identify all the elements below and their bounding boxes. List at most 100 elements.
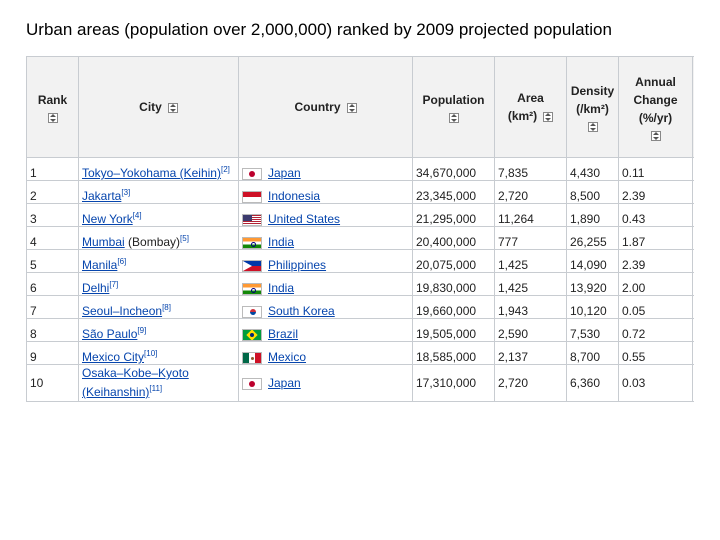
extra-cell <box>692 180 694 204</box>
country-cell: Mexico <box>238 341 413 365</box>
city-link[interactable]: Delhi <box>82 281 110 295</box>
country-link[interactable]: India <box>268 281 295 295</box>
city-link[interactable]: Manila <box>82 258 118 272</box>
city-link[interactable]: Seoul–Incheon <box>82 304 163 318</box>
city-link[interactable]: Mumbai <box>82 235 125 249</box>
density-cell: 4,430 <box>566 157 619 181</box>
country-cell: Japan <box>238 157 413 181</box>
country-link[interactable]: United States <box>268 212 341 226</box>
header-annual-change[interactable]: Annual Change (%/yr) <box>618 56 693 158</box>
rank-cell: 1 <box>26 157 79 181</box>
header-area[interactable]: Area (km²) <box>494 56 567 158</box>
area-value: 1,425 <box>498 281 529 295</box>
country-cell: United States <box>238 203 413 227</box>
header-area-unit: (km²) <box>507 109 538 123</box>
sort-icon[interactable] <box>167 102 178 113</box>
city-link[interactable]: New York <box>82 212 133 226</box>
header-rank[interactable]: Rank <box>26 56 79 158</box>
area-value: 11,264 <box>498 212 534 226</box>
city-cell: Tokyo–Yokohama (Keihin)[2] <box>78 157 239 181</box>
change-value: 0.11 <box>622 166 645 180</box>
city-reference[interactable]: [6] <box>117 257 127 266</box>
extra-cell <box>692 295 694 319</box>
table-row: 3 New York[4] United States 21,295,000 1… <box>26 203 694 227</box>
area-cell: 11,264 <box>494 203 567 227</box>
header-population[interactable]: Population <box>412 56 495 158</box>
city-reference[interactable]: [10] <box>144 349 158 358</box>
area-cell: 2,720 <box>494 364 567 402</box>
india-flag-icon <box>242 282 262 295</box>
header-density[interactable]: Density (/km²) <box>566 56 619 158</box>
city-reference[interactable]: [3] <box>121 188 131 197</box>
density-cell: 7,530 <box>566 318 619 342</box>
change-value: 0.72 <box>622 327 646 341</box>
country-link[interactable]: India <box>268 235 295 249</box>
density-cell: 6,360 <box>566 364 619 402</box>
change-value: 1.87 <box>622 235 646 249</box>
city-reference[interactable]: [5] <box>180 234 189 243</box>
country-link[interactable]: South Korea <box>268 304 335 318</box>
header-country[interactable]: Country <box>238 56 413 158</box>
change-cell: 0.03 <box>618 364 693 402</box>
sort-icon[interactable] <box>448 113 459 123</box>
table-row: 2 Jakarta[3] Indonesia 23,345,000 2,720 … <box>26 180 694 204</box>
rank-cell: 2 <box>26 180 79 204</box>
population-value: 19,830,000 <box>416 281 477 295</box>
sort-icon[interactable] <box>346 102 357 113</box>
rank-cell: 3 <box>26 203 79 227</box>
table-row: 4 Mumbai (Bombay)[5] India 20,400,000 77… <box>26 226 694 250</box>
extra-cell <box>692 157 694 181</box>
south-korea-flag-icon <box>242 305 262 318</box>
country-link[interactable]: Japan <box>268 166 301 180</box>
change-value: 0.05 <box>622 304 646 318</box>
population-value: 21,295,000 <box>416 212 477 226</box>
extra-cell <box>692 249 694 273</box>
change-value: 2.00 <box>622 281 646 295</box>
area-cell: 1,425 <box>494 272 567 296</box>
city-link[interactable]: Tokyo–Yokohama (Keihin) <box>82 166 221 180</box>
area-value: 7,835 <box>498 166 529 180</box>
rank-value: 9 <box>30 350 37 364</box>
rank-value: 5 <box>30 258 37 272</box>
sort-icon[interactable] <box>650 131 661 141</box>
extra-cell <box>692 341 694 365</box>
density-value: 8,700 <box>570 350 601 364</box>
city-link[interactable]: São Paulo <box>82 327 138 341</box>
table-row: 8 São Paulo[9] Brazil 19,505,000 2,590 7… <box>26 318 694 342</box>
country-link[interactable]: Philippines <box>268 258 327 272</box>
sort-icon[interactable] <box>47 113 58 123</box>
density-value: 14,090 <box>570 258 607 272</box>
population-cell: 19,660,000 <box>412 295 495 319</box>
sort-icon[interactable] <box>543 111 554 122</box>
city-reference[interactable]: [4] <box>132 211 142 220</box>
extra-cell <box>692 272 694 296</box>
city-link[interactable]: Osaka–Kobe–Kyoto (Keihanshin) <box>82 366 189 399</box>
country-cell: Brazil <box>238 318 413 342</box>
country-cell: Philippines <box>238 249 413 273</box>
sort-icon[interactable] <box>587 122 598 132</box>
rank-value: 1 <box>30 166 37 180</box>
density-cell: 14,090 <box>566 249 619 273</box>
country-link[interactable]: Indonesia <box>268 189 321 203</box>
area-cell: 2,720 <box>494 180 567 204</box>
table-body: 1 Tokyo–Yokohama (Keihin)[2] Japan 34,67… <box>26 157 694 402</box>
city-reference[interactable]: [2] <box>220 165 230 174</box>
country-link[interactable]: Japan <box>268 376 301 390</box>
density-cell: 8,700 <box>566 341 619 365</box>
city-link[interactable]: Mexico City <box>82 350 145 364</box>
city-reference[interactable]: [9] <box>137 326 147 335</box>
rank-value: 8 <box>30 327 37 341</box>
country-link[interactable]: Brazil <box>268 327 299 341</box>
density-value: 1,890 <box>570 212 601 226</box>
city-reference[interactable]: [11] <box>149 384 163 393</box>
country-link[interactable]: Mexico <box>268 350 307 364</box>
city-link[interactable]: Jakarta <box>82 189 122 203</box>
header-city[interactable]: City <box>78 56 239 158</box>
area-value: 1,425 <box>498 258 529 272</box>
header-country-label: Country <box>294 100 341 114</box>
population-cell: 23,345,000 <box>412 180 495 204</box>
population-value: 17,310,000 <box>416 376 477 390</box>
city-reference[interactable]: [7] <box>109 280 119 289</box>
city-reference[interactable]: [8] <box>162 303 171 312</box>
change-value: 0.03 <box>622 376 646 390</box>
